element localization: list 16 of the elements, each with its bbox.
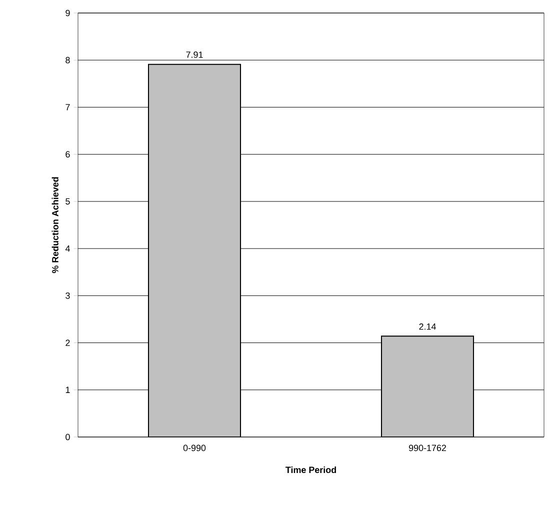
y-tick-label: 6	[66, 151, 70, 158]
y-tick-label: 0	[66, 434, 70, 440]
y-tick-label: 1	[66, 386, 70, 393]
x-tick-label: 0-990	[183, 444, 206, 452]
y-tick-label: 9	[66, 10, 70, 16]
y-tick-label: 8	[66, 56, 70, 64]
y-axis-title: % Reduction Achieved	[52, 177, 58, 274]
x-axis-title: Time Period	[286, 466, 336, 474]
y-tick-label: 2	[66, 340, 70, 346]
y-tick-label: 5	[66, 198, 70, 205]
y-tick-label: 3	[66, 292, 70, 299]
x-tick-label: 990-1762	[408, 444, 446, 452]
data-label: 2.14	[419, 323, 436, 330]
y-tick-label: 7	[66, 104, 70, 110]
data-label: 7.91	[186, 51, 203, 58]
y-tick-label: 4	[65, 245, 70, 252]
